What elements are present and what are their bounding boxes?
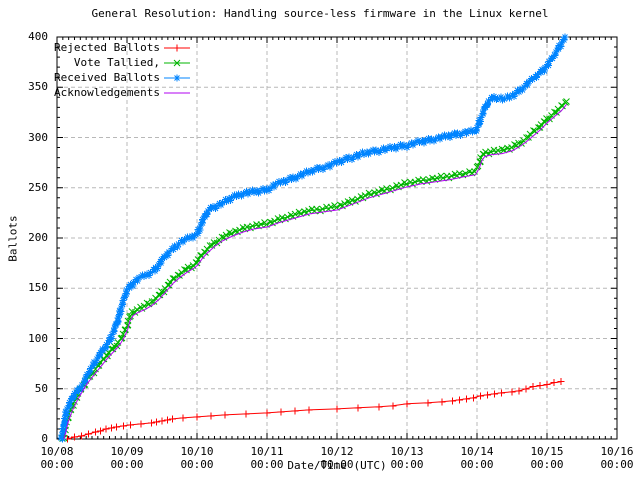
y-tick-label: 100 [28,331,48,345]
x-tick-date: 10/16 [600,445,634,458]
legend-sample-1 [164,59,190,67]
x-tick-date: 10/12 [320,445,354,458]
series-line-0 [67,381,562,440]
x-tick-date: 10/13 [390,445,424,458]
series-line-3 [63,103,567,440]
x-tick-date: 10/10 [180,445,214,458]
x-tick-label: 10/10 00:00 [165,445,229,471]
x-tick-label: 10/13 00:00 [375,445,439,471]
y-tick-label: 300 [28,130,48,144]
x-tick-date: 10/15 [530,445,564,458]
x-axis-label: Date/Time (UTC) [287,459,387,472]
x-tick-label: 10/11 00:00 [235,445,299,471]
x-tick-date: 10/09 [110,445,144,458]
x-tick-date: 10/14 [460,445,494,458]
y-tick-label: 400 [28,30,48,43]
x-tick-label: 10/14 00:00 [445,445,509,471]
x-tick-time: 00:00 [390,458,424,471]
chart-title: General Resolution: Handling source-less… [91,7,549,20]
y-tick-label: 250 [28,180,48,194]
legend-label-0: Rejected Ballots [54,41,160,54]
series-markers-2 [57,33,569,443]
legend-label-1: Vote Tallied, [47,56,160,69]
x-tick-time: 00:00 [110,458,144,471]
x-tick-label: 10/15 00:00 [515,445,579,471]
x-tick-label: 10/12 00:00 [305,445,369,471]
legend-label-3: Acknowledgements [54,86,160,99]
legend-sample-2 [164,74,190,82]
x-tick-label: 10/08 00:00 [25,445,89,471]
legend-label-2: Received Ballots [54,71,160,84]
legend-sample-0 [164,44,190,52]
y-tick-label: 150 [28,281,48,295]
series-markers-1 [59,98,570,442]
x-tick-time: 00:00 [600,458,634,471]
x-tick-date: 10/11 [250,445,284,458]
series-markers-0 [64,378,565,443]
x-tick-date: 10/08 [40,445,74,458]
x-tick-time: 00:00 [320,458,354,471]
y-tick-label: 0 [41,432,48,445]
x-tick-time: 00:00 [530,458,564,471]
x-tick-time: 00:00 [180,458,214,471]
x-tick-time: 00:00 [250,458,284,471]
x-tick-label: 10/09 00:00 [95,445,159,471]
y-tick-label: 50 [34,381,48,395]
y-tick-label: 350 [28,80,48,94]
x-tick-time: 00:00 [460,458,494,471]
y-tick-label: 200 [28,231,48,244]
x-tick-time: 00:00 [40,458,74,471]
x-tick-label: 10/16 00:00 [585,445,640,471]
